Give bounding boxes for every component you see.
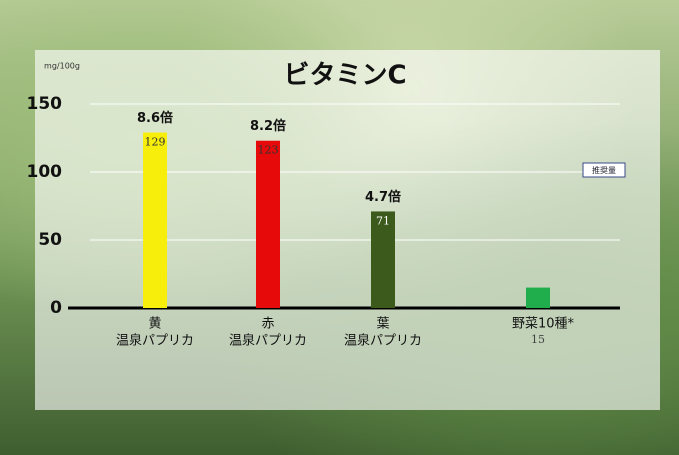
x-tick-label: 黄	[148, 317, 161, 332]
chart: ビタミンC mg/100g 050100150推奨量黄温泉パプリカ8.6倍129…	[0, 0, 679, 455]
annotation: 推奨量	[592, 165, 616, 175]
multiplier-label: 8.6倍	[137, 110, 173, 126]
x-tick-label: 温泉パプリカ	[229, 333, 307, 349]
chart-title: ビタミンC	[283, 61, 406, 91]
x-tick-label: 赤	[261, 317, 274, 332]
y-tick-label: 150	[27, 94, 63, 114]
x-tick-label: 温泉パプリカ	[116, 333, 194, 349]
multiplier-label: 8.2倍	[250, 118, 286, 134]
value-label: 71	[376, 214, 390, 227]
bar	[526, 288, 550, 308]
screen: ビタミンC mg/100g 050100150推奨量黄温泉パプリカ8.6倍129…	[0, 0, 679, 455]
x-tick-label: 温泉パプリカ	[344, 333, 422, 349]
y-tick-label: 50	[38, 230, 62, 250]
bar	[256, 141, 280, 308]
bar	[143, 133, 167, 308]
value-label: 15	[531, 333, 545, 346]
value-label: 123	[258, 144, 279, 157]
y-tick-label: 100	[27, 162, 63, 182]
x-tick-label: 葉	[376, 317, 389, 332]
value-label: 129	[145, 136, 166, 149]
x-tick-label: 野菜10種*	[512, 316, 575, 332]
y-tick-label: 0	[50, 298, 62, 318]
multiplier-label: 4.7倍	[365, 189, 401, 205]
unit-label: mg/100g	[44, 62, 80, 71]
